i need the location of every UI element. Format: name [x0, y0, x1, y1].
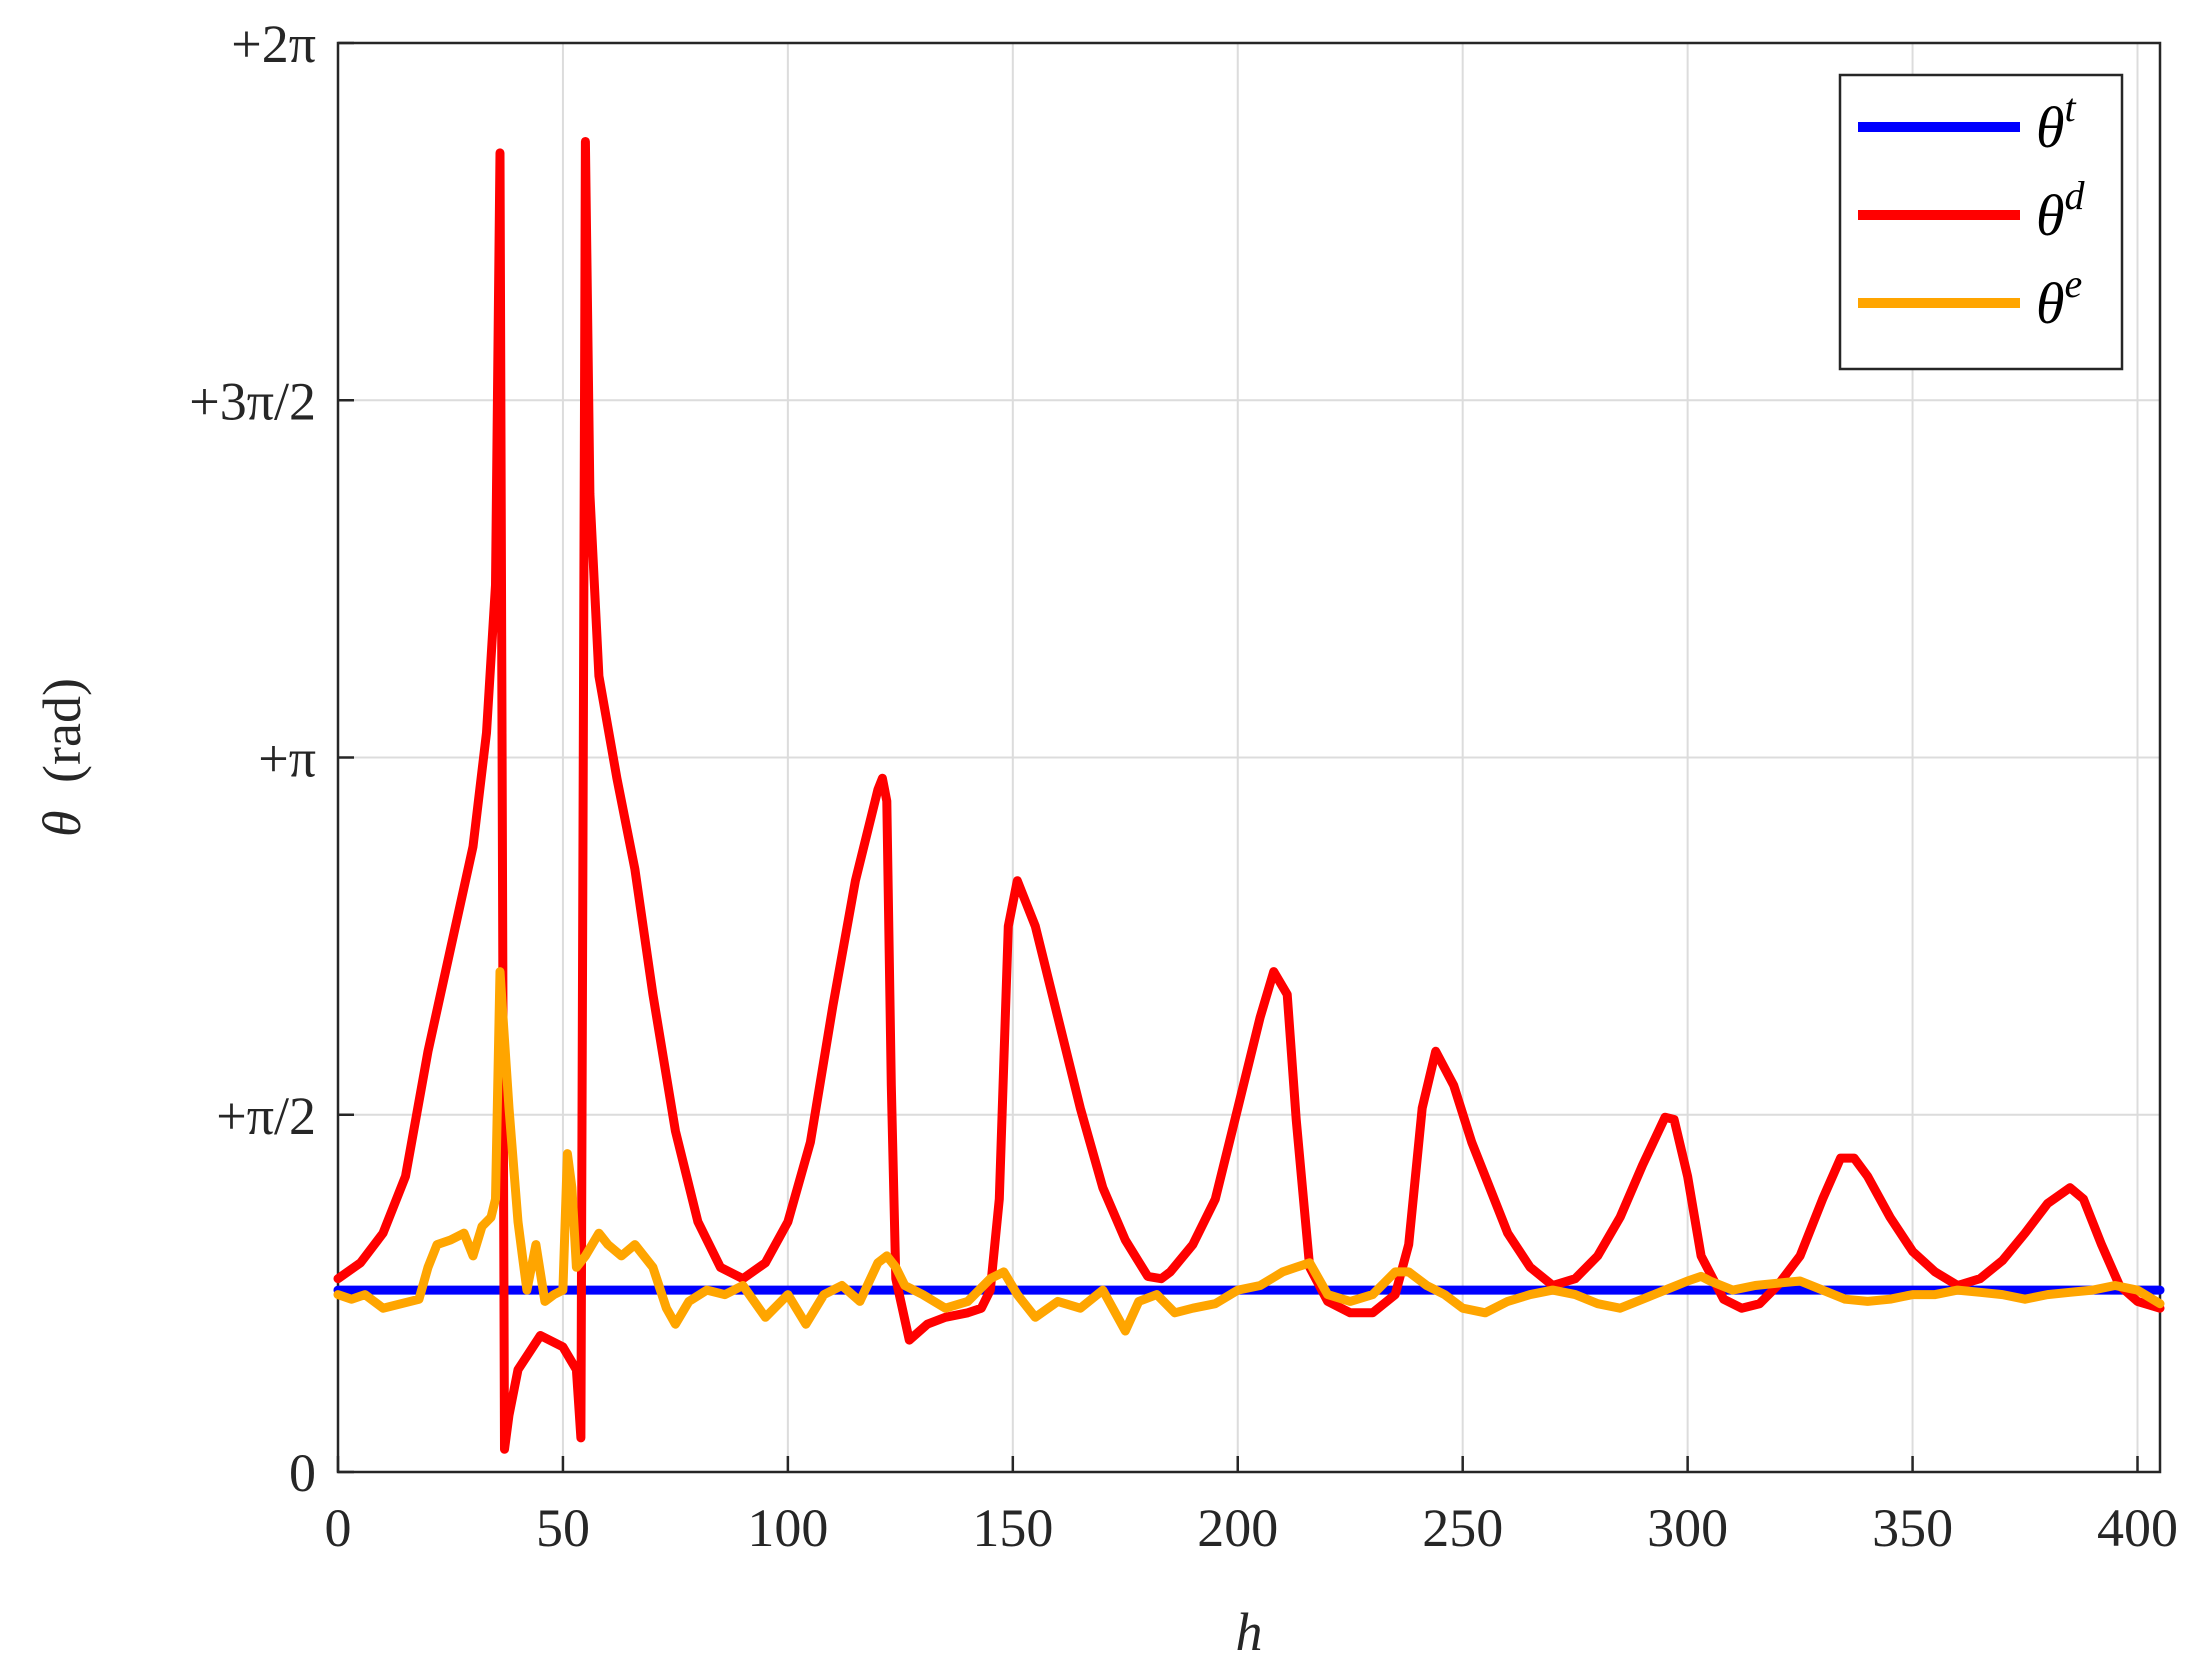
y-axis-label-symbol: θ [32, 810, 92, 837]
x-tick-label: 0 [325, 1498, 352, 1558]
x-tick-label: 100 [747, 1498, 828, 1558]
legend-box [1838, 73, 2124, 371]
series-line-d [333, 137, 2165, 1454]
legend-label-e: θe [2036, 261, 2082, 336]
legend-superscript: e [2065, 261, 2083, 306]
legend-symbol: θ [2036, 183, 2065, 248]
legend-label-d: θd [2036, 173, 2086, 248]
axis-ticks: 0 50 100 150 200 250 300 350 400 0 +π/2 +π +3π/2 +2π [189, 14, 2178, 1558]
legend-symbol: θ [2036, 95, 2065, 160]
legend-symbol: θ [2036, 271, 2065, 336]
x-tick-label: 50 [536, 1498, 590, 1558]
x-tick-label: 300 [1647, 1498, 1728, 1558]
y-tick-label: 0 [289, 1443, 316, 1503]
x-axis-label: h [1236, 1602, 1263, 1662]
y-axis-label-unit: (rad) [32, 678, 92, 783]
y-tick-label: +3π/2 [189, 371, 316, 431]
x-tick-label: 350 [1872, 1498, 1953, 1558]
x-tick-label: 250 [1422, 1498, 1503, 1558]
x-tick-label: 200 [1197, 1498, 1278, 1558]
x-tick-label: 150 [972, 1498, 1053, 1558]
svg-text:θ (rad): θ (rad) [32, 678, 92, 837]
legend-superscript: d [2065, 173, 2086, 218]
legend-superscript: t [2065, 85, 2077, 130]
y-tick-label: +π/2 [216, 1086, 316, 1146]
x-tick-label: 400 [2097, 1498, 2178, 1558]
series-lines [333, 137, 2165, 1454]
legend-label-t: θt [2036, 85, 2077, 160]
y-axis-label: θ (rad) [32, 678, 92, 837]
y-tick-label: +2π [231, 14, 316, 74]
y-tick-label: +π [258, 729, 316, 789]
series-line-e [333, 967, 2165, 1336]
